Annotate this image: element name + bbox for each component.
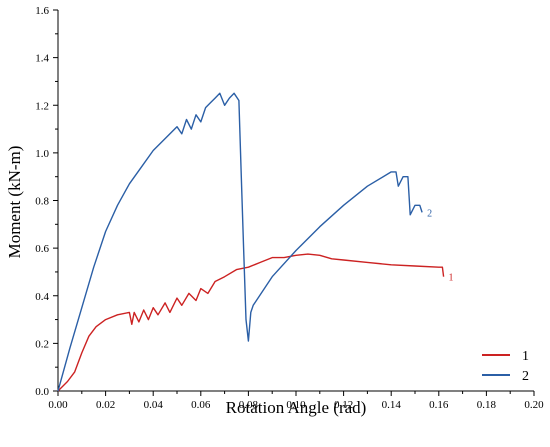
series-end-label-2: 2 [427, 208, 432, 219]
axis-tick-labels: 0.00 0.02 0.04 0.06 0.08 0.10 0.12 0.14 0.16 0.18… [35, 5, 544, 411]
legend: 12 [482, 349, 529, 384]
series-end-label-1: 1 [449, 273, 454, 284]
y-tick-label: 0.8 [35, 196, 49, 208]
series-line-1 [57, 253, 445, 392]
y-tick-label: 0.0 [35, 386, 49, 398]
legend-label-2: 2 [522, 369, 529, 384]
axis-ticks [53, 9, 535, 396]
x-tick-label: 0.18 [477, 399, 497, 411]
series-line-2 [57, 92, 423, 392]
x-tick-label: 0.12 [334, 399, 353, 411]
y-axis-title: Moment (kN-m) [5, 146, 24, 259]
x-tick-label: 0.16 [429, 399, 449, 411]
y-tick-label: 1.0 [35, 148, 49, 160]
x-tick-label: 0.04 [144, 399, 164, 411]
x-tick-label: 0.10 [286, 399, 306, 411]
x-tick-label: 0.02 [96, 399, 115, 411]
x-tick-label: 0.20 [524, 399, 544, 411]
y-tick-label: 1.2 [35, 100, 49, 112]
x-tick-label: 0.14 [382, 399, 402, 411]
plot-frame [57, 10, 534, 392]
x-tick-label: 0.08 [239, 399, 259, 411]
x-tick-label: 0.00 [48, 399, 68, 411]
x-tick-label: 0.06 [191, 399, 211, 411]
y-tick-label: 0.4 [35, 291, 49, 303]
y-tick-label: 1.6 [35, 5, 49, 17]
series-end-labels: 12 [427, 208, 453, 283]
y-tick-label: 1.4 [35, 53, 49, 65]
y-tick-label: 0.2 [35, 338, 49, 350]
y-tick-label: 0.6 [35, 243, 49, 255]
legend-label-1: 1 [522, 349, 529, 364]
series-lines [57, 92, 445, 392]
x-axis-title: Rotation Angle (rad) [226, 398, 367, 417]
